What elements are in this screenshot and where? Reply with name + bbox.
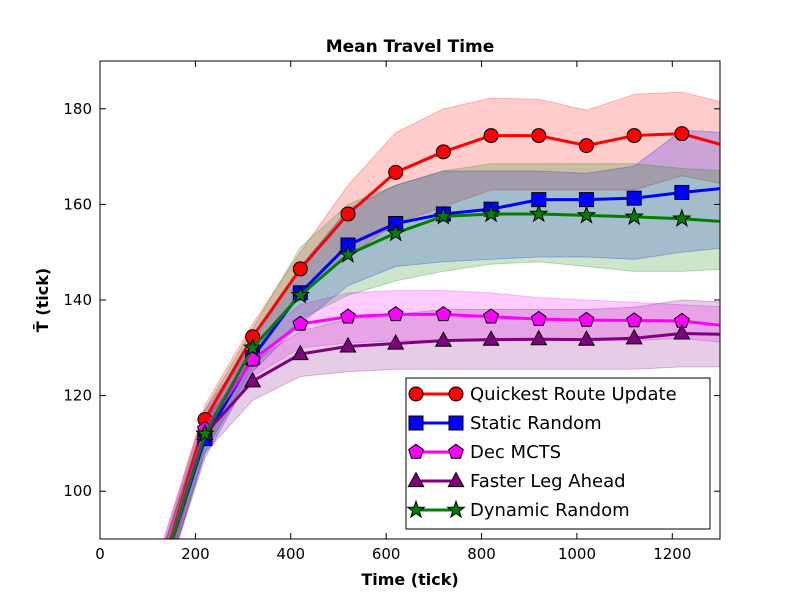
marker (530, 310, 547, 326)
legend-marker (408, 386, 424, 402)
marker (624, 206, 644, 226)
confidence-band (165, 163, 720, 539)
marker (290, 284, 311, 304)
marker (626, 190, 642, 206)
marker (531, 128, 547, 144)
legend-label: Faster Leg Ahead (470, 471, 626, 492)
legend-marker (447, 471, 465, 488)
marker (576, 205, 597, 224)
x-tick-label: 600 (372, 545, 401, 563)
marker (577, 330, 596, 346)
marker (481, 203, 501, 223)
marker (291, 344, 309, 361)
marker (578, 192, 594, 208)
marker (435, 306, 452, 322)
marker (672, 208, 692, 228)
x-tick-label: 800 (467, 545, 496, 563)
marker (195, 423, 215, 443)
x-tick-label: 1200 (653, 545, 691, 563)
legend-marker (446, 499, 466, 519)
marker (625, 328, 643, 345)
marker (626, 312, 643, 328)
marker (292, 261, 308, 277)
marker (244, 371, 262, 388)
marker (482, 330, 500, 346)
legend-marker (407, 471, 425, 488)
marker (626, 128, 642, 144)
marker (433, 206, 454, 225)
legend-marker (408, 443, 424, 459)
legend-label: Dec MCTS (470, 442, 561, 463)
marker (340, 308, 356, 324)
y-tick-label: 120 (63, 387, 92, 405)
y-axis-label: T̄ (tick) (32, 268, 52, 332)
marker (528, 203, 549, 223)
marker (388, 164, 404, 180)
marker (339, 336, 357, 353)
marker (385, 222, 406, 242)
marker (578, 138, 594, 154)
marker (340, 206, 356, 222)
legend-marker (408, 415, 424, 431)
marker (387, 334, 405, 350)
chart-title: Mean Travel Time (326, 37, 495, 57)
x-tick-label: 0 (95, 545, 105, 563)
marker (578, 311, 595, 327)
marker (435, 144, 451, 160)
legend-label: Static Random (470, 413, 602, 434)
marker (530, 329, 548, 346)
legend-marker (448, 443, 464, 459)
marker (483, 128, 499, 144)
x-tick-label: 1000 (558, 545, 596, 563)
legend-marker (406, 499, 426, 519)
marker (674, 184, 690, 200)
marker (483, 308, 499, 324)
marker (674, 126, 690, 142)
y-tick-label: 160 (63, 195, 92, 213)
legend-marker (448, 415, 464, 431)
x-tick-label: 200 (181, 545, 210, 563)
y-tick-label: 180 (63, 100, 92, 118)
x-tick-label: 400 (276, 545, 305, 563)
marker (434, 331, 452, 347)
legend-label: Quickest Route Update (470, 384, 677, 405)
plot-area (162, 91, 720, 539)
y-tick-label: 100 (63, 482, 92, 500)
marker (673, 324, 691, 340)
y-tick-label: 140 (63, 291, 92, 309)
marker (338, 244, 358, 263)
legend: Quickest Route Update Static Random Dec MC… (405, 377, 711, 530)
axes: 0 200 400 600 800 1000 1200 100 120 140 160 180 Quic… (63, 60, 721, 563)
legend-marker (448, 386, 464, 402)
marker (292, 315, 309, 331)
x-axis-label: Time (tick) (361, 570, 458, 589)
marker (387, 306, 404, 322)
legend-label: Dynamic Random (470, 500, 630, 521)
marker (242, 337, 263, 357)
